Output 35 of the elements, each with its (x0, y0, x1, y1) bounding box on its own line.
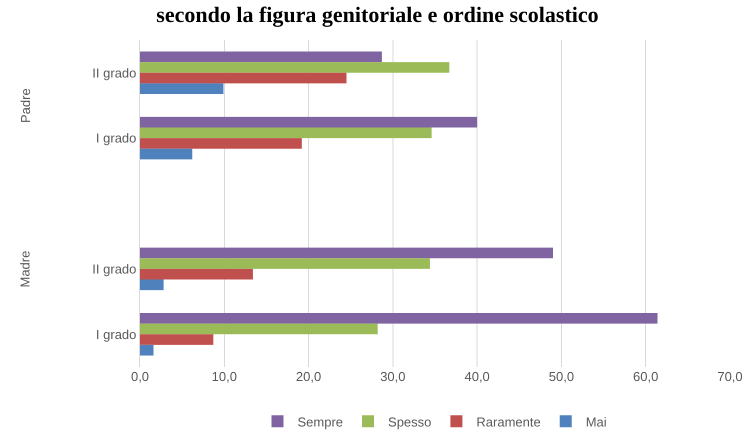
bar (140, 138, 302, 149)
bar (140, 83, 224, 94)
legend-label: Sempre (298, 414, 344, 430)
bar (140, 62, 450, 73)
legend-label: Spesso (388, 414, 432, 430)
y-tick-label: II grado (92, 261, 136, 276)
legend-label: Raramente (476, 414, 541, 430)
bar (140, 268, 253, 280)
x-tick-label: 0,0 (130, 369, 150, 384)
bar (140, 248, 553, 258)
y-tick-label: I grado (96, 130, 136, 146)
x-tick-label: 40,0 (464, 369, 490, 384)
x-tick-label: 70,0 (717, 369, 743, 384)
x-tick-label: 10,0 (212, 369, 237, 384)
bar (140, 344, 154, 356)
legend-label: Mai (586, 414, 607, 430)
x-tick-label: 50,0 (548, 369, 574, 384)
bar (140, 51, 382, 62)
bar (140, 313, 658, 324)
x-tick-label: 30,0 (380, 369, 406, 384)
bar (140, 334, 214, 345)
y-tick-label: II grado (92, 65, 136, 80)
bar (140, 324, 378, 334)
bar (140, 72, 346, 84)
chart-title: secondo la figura genitoriale e ordine scolastico (156, 2, 599, 28)
bar (140, 148, 192, 160)
bar (140, 116, 478, 128)
bar (140, 280, 164, 290)
text: Madre (18, 250, 33, 288)
x-tick-label: 60,0 (633, 369, 658, 384)
text: Padre (18, 88, 34, 123)
bar (140, 127, 432, 138)
x-tick-label: 20,0 (296, 369, 322, 384)
bar (140, 258, 430, 269)
y-tick-label: I grado (96, 326, 136, 342)
